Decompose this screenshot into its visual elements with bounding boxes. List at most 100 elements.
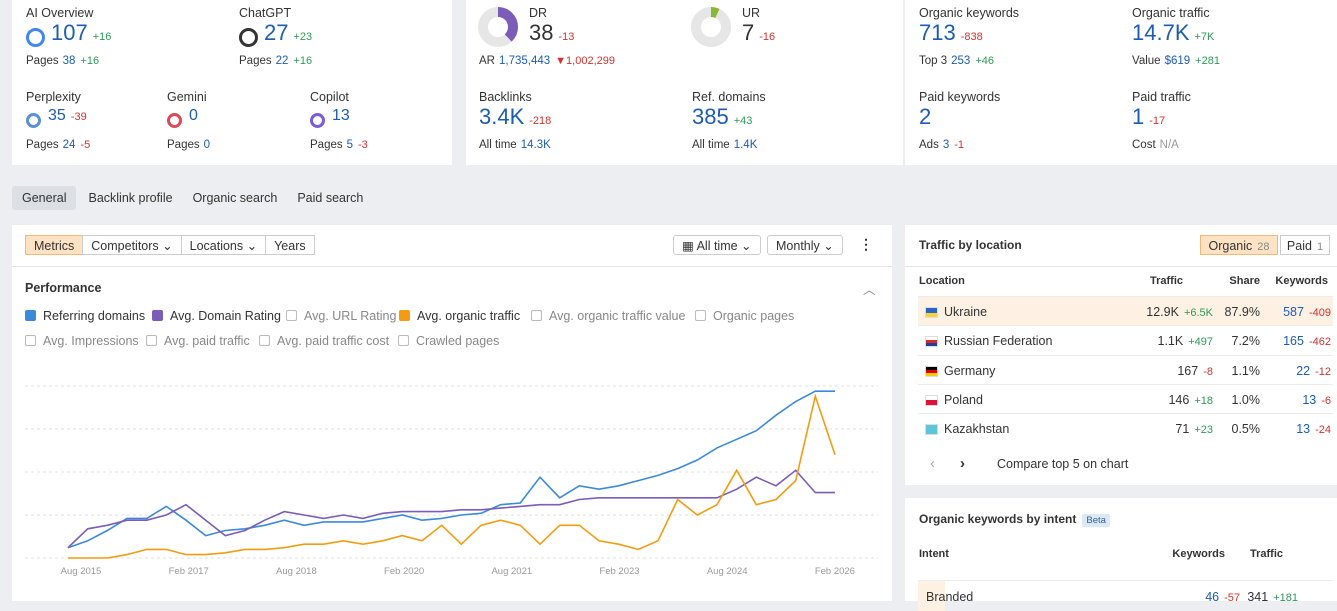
share-cell: 0.5% xyxy=(1232,422,1261,436)
search-card: Organic keywords 713 -838 Top 3 253 +46 Organi… xyxy=(905,0,1337,165)
flag-stripe xyxy=(926,400,937,405)
metric-sub: Ads 3 -1 xyxy=(919,139,964,151)
metric-label: Paid keywords xyxy=(919,90,1001,104)
traffic-cell-value: 71 xyxy=(1175,422,1190,437)
tab[interactable]: Organic search xyxy=(192,191,278,205)
tab[interactable]: Paid search xyxy=(297,191,364,205)
delta: +7K xyxy=(1194,31,1215,43)
table-row: Russian Federation 1.1K +497 7.2% 165 -462 xyxy=(918,325,1333,355)
checkbox-label: Avg. paid traffic cost xyxy=(277,334,390,348)
metric-value: 14.7K xyxy=(1132,20,1190,45)
authority-card: DR 38 -13 AR 1,735,443 ▼1,002,299 UR 7 -16 Backli… xyxy=(466,0,903,165)
metric-label: Copilot xyxy=(310,90,349,104)
checkbox-label: Referring domains xyxy=(43,309,146,323)
sub-value: 0 xyxy=(203,139,211,151)
toolbar-button[interactable]: Competitors ⌄ xyxy=(82,235,182,255)
location-name: Russian Federation xyxy=(944,334,1053,349)
donut xyxy=(478,7,518,47)
metric-value: 3.4K xyxy=(479,104,525,129)
metric-label: Organic keywords xyxy=(919,6,1020,20)
delta: -57 xyxy=(1224,592,1240,604)
metric-label: Gemini xyxy=(167,90,207,104)
column-header: Keywords xyxy=(1275,275,1328,287)
flag-stripe xyxy=(926,366,937,370)
toolbar-button[interactable]: Years xyxy=(265,235,315,255)
donut xyxy=(691,7,731,47)
checkbox[interactable]: Organic pages xyxy=(695,309,794,323)
checkbox-box xyxy=(146,335,157,346)
checkbox[interactable]: Avg. URL Rating xyxy=(286,309,396,323)
metric-label: Paid traffic xyxy=(1132,90,1191,104)
metric-value: 713 xyxy=(919,20,956,45)
delta: -12 xyxy=(1315,365,1331,378)
column-header: Location xyxy=(919,275,965,287)
location-name: Poland xyxy=(944,392,983,407)
compare-link[interactable]: Compare top 5 on chart xyxy=(997,457,1129,471)
tab[interactable]: Backlink profile xyxy=(88,191,173,205)
delta: -409 xyxy=(1308,307,1331,319)
checkbox[interactable]: Avg. paid traffic cost xyxy=(259,334,389,348)
metric-label: AI Overview xyxy=(26,6,94,20)
checkbox[interactable]: Referring domains xyxy=(25,309,145,323)
metric-value: 7 xyxy=(742,20,755,45)
segment-tab[interactable]: Paid 1 xyxy=(1280,235,1330,255)
keywords-cell: 22 -12 xyxy=(1296,364,1331,378)
delta: -5 xyxy=(80,139,91,151)
collapse[interactable]: ︿ xyxy=(863,283,876,297)
sub-label: Pages xyxy=(239,55,272,67)
metric-value-row: 38 -13 xyxy=(529,20,574,46)
checkbox[interactable]: Avg. Impressions xyxy=(25,334,139,348)
checkbox[interactable]: Crawled pages xyxy=(398,334,499,348)
delta: +181 xyxy=(1273,592,1298,604)
panel-title: Traffic by location xyxy=(919,238,1022,252)
toolbar-button[interactable]: ▦ All time ⌄ xyxy=(673,235,761,255)
checkbox[interactable]: Avg. paid traffic xyxy=(146,334,250,348)
checkbox-box xyxy=(695,310,706,321)
checkbox-box xyxy=(25,335,36,346)
x-tick-label: Feb 2017 xyxy=(169,566,209,577)
x-tick-label: Feb 2020 xyxy=(384,566,424,577)
donut-value xyxy=(691,7,731,47)
donut-value xyxy=(478,7,518,47)
flag-stripe xyxy=(926,337,937,341)
metric-value: 27 xyxy=(264,20,289,45)
checkbox[interactable]: Avg. organic traffic xyxy=(399,309,520,323)
checkbox-box xyxy=(531,310,542,321)
tab[interactable]: General xyxy=(12,186,77,210)
delta: -3 xyxy=(358,139,368,151)
checkbox[interactable]: Avg. Domain Rating xyxy=(152,309,281,323)
segment-tab[interactable]: Organic 28 xyxy=(1200,235,1278,255)
location-panel: Traffic by location Organic 28 Paid 1 Locatio… xyxy=(905,225,1337,485)
checkbox-label: Avg. URL Rating xyxy=(304,309,397,323)
metric-value-row: 1 -17 xyxy=(1132,104,1165,130)
keywords-cell-value: 13 xyxy=(1302,392,1317,407)
metric-value: 2 xyxy=(919,104,932,129)
metric-sub: Value $619 +281 xyxy=(1132,55,1220,67)
checkbox[interactable]: Avg. organic traffic value xyxy=(531,309,685,323)
metric-value-row: 14.7K +7K xyxy=(1132,20,1214,46)
delta: -16 xyxy=(759,31,776,43)
traffic-cell: 1.1K +497 xyxy=(1158,334,1214,348)
flag-stripe xyxy=(926,340,937,344)
x-tick-label: Feb 2023 xyxy=(599,566,639,577)
more-menu[interactable]: ⋮ xyxy=(859,236,873,252)
toolbar-button[interactable]: Monthly ⌄ xyxy=(767,235,843,255)
flag-stripe xyxy=(926,369,937,373)
divider xyxy=(12,266,892,267)
prev-page[interactable]: ‹ xyxy=(930,455,935,472)
checkbox-label: Crawled pages xyxy=(416,334,500,348)
share-cell-value: 7.2% xyxy=(1231,334,1261,349)
toolbar-button[interactable]: Locations ⌄ xyxy=(180,235,267,255)
tab-label: Organic xyxy=(1208,239,1253,253)
intent-panel: Organic keywords by intent Beta Intent Keyw… xyxy=(905,498,1337,611)
metric-label: DR xyxy=(529,6,548,20)
metric-value-row: 7 -16 xyxy=(742,20,775,46)
delta: +43 xyxy=(733,115,753,127)
next-page[interactable]: › xyxy=(960,455,965,472)
tab-label: Paid xyxy=(1286,239,1312,253)
toolbar-button[interactable]: Metrics xyxy=(25,235,84,255)
delta: +16 xyxy=(80,55,100,67)
sub-label: All time xyxy=(479,139,517,151)
delta: +281 xyxy=(1195,55,1220,67)
checkbox-label: Avg. paid traffic xyxy=(164,334,250,348)
